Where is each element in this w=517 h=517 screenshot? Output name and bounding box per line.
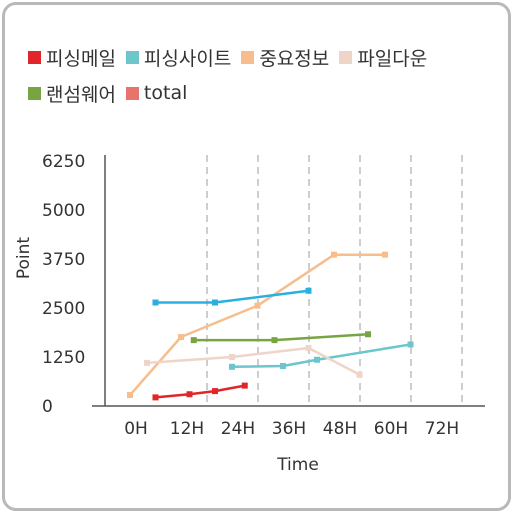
legend-swatch	[28, 86, 41, 100]
series-line	[155, 384, 245, 399]
legend-swatch	[241, 50, 255, 64]
x-tick-label: 72H	[425, 419, 459, 439]
x-tick-label: 48H	[323, 419, 357, 439]
legend-swatch	[125, 86, 139, 100]
data-point	[382, 251, 388, 258]
series-line	[193, 333, 369, 342]
legend-label: 중요정보	[259, 47, 330, 70]
x-axis-title: Time	[276, 455, 319, 475]
legend-swatch	[125, 50, 139, 64]
data-point	[241, 382, 248, 389]
data-point	[212, 299, 218, 306]
data-point	[152, 299, 159, 306]
series-line	[155, 289, 309, 304]
y-tick-label: 3750	[42, 250, 85, 270]
data-point	[356, 371, 363, 378]
legend-swatch	[28, 50, 41, 64]
legend-label: 파일다운	[357, 47, 428, 70]
legend-row-1: 피싱메일 피싱사이트 중요정보 파일다운	[28, 44, 498, 70]
data-point	[305, 287, 312, 294]
legend-item-total: total	[125, 82, 188, 104]
data-point	[280, 363, 286, 370]
x-tick-label: 36H	[272, 419, 306, 439]
legend-item-important-info: 중요정보	[241, 44, 329, 71]
data-point	[190, 337, 197, 344]
chart-frame	[2, 2, 511, 511]
data-point	[186, 391, 193, 398]
y-tick-label: 5000	[42, 201, 85, 221]
x-tick-label: 60H	[374, 419, 408, 439]
data-point	[229, 363, 235, 370]
data-point	[178, 334, 184, 341]
legend-label: 피싱사이트	[143, 47, 232, 70]
legend-row-2: 랜섬웨어 total	[28, 80, 498, 106]
y-tick-label: 1250	[42, 348, 85, 368]
series-line	[231, 343, 411, 369]
legend: 피싱메일 피싱사이트 중요정보 파일다운 랜섬웨어 total	[28, 44, 498, 116]
x-tick-label: 12H	[170, 419, 204, 439]
data-point	[152, 394, 159, 401]
data-point	[314, 356, 320, 363]
data-point	[305, 344, 312, 351]
y-tick-label: 0	[42, 397, 53, 417]
data-point	[407, 341, 414, 348]
data-point	[229, 354, 235, 360]
data-point	[144, 359, 150, 366]
x-tick-label: 0H	[124, 419, 148, 439]
data-point	[271, 337, 278, 344]
legend-item-ransomware: 랜섬웨어	[28, 80, 116, 107]
y-tick-label: 6250	[42, 152, 85, 172]
data-point	[127, 392, 133, 399]
series-line	[146, 346, 361, 376]
legend-item-phishing-site: 피싱사이트	[125, 44, 232, 71]
data-point	[254, 302, 261, 309]
legend-item-phishing-mail: 피싱메일	[28, 44, 116, 71]
data-point	[331, 251, 337, 258]
data-point	[365, 331, 371, 338]
legend-label: total	[143, 82, 188, 104]
y-axis-title: Point	[14, 237, 34, 280]
x-tick-label: 24H	[221, 419, 255, 439]
legend-label: 피싱메일	[46, 47, 116, 70]
legend-label: 랜섬웨어	[46, 83, 116, 106]
y-tick-label: 2500	[42, 299, 85, 319]
legend-swatch	[339, 50, 353, 64]
data-point	[212, 388, 218, 395]
legend-item-file-download: 파일다운	[339, 44, 427, 71]
